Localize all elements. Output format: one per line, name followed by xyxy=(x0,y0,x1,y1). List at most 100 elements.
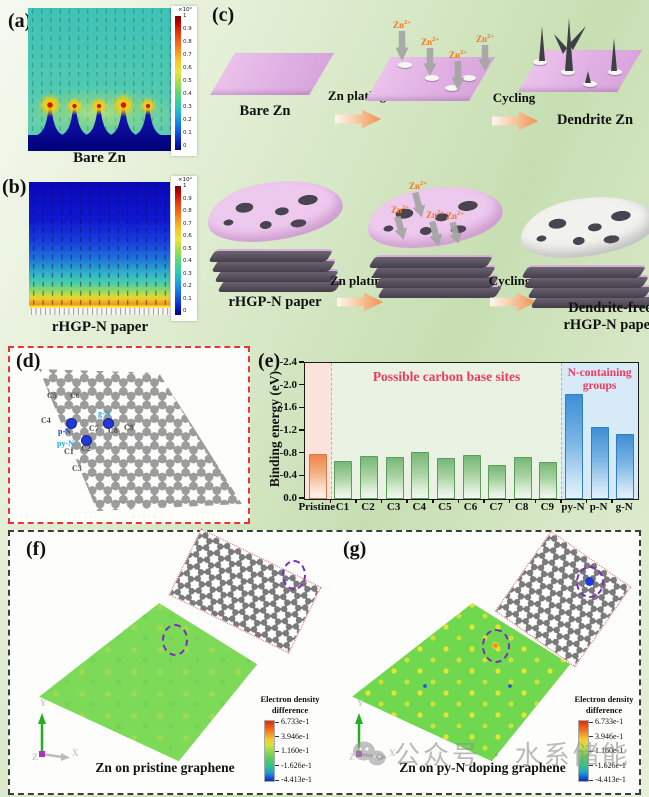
panels-a-tick: 0.2 xyxy=(183,117,192,124)
x-tick-mark xyxy=(380,499,383,503)
adsorption-site-circle-g xyxy=(482,629,510,663)
watermark-text: 公众号 · 水系储能 xyxy=(394,741,631,771)
dendrite-base xyxy=(583,81,597,87)
colorbar-b-gradient xyxy=(175,186,181,315)
site-label-p-N: p-N xyxy=(58,427,71,436)
site-label-C3: C3 xyxy=(72,464,82,473)
panels-b-tick: 0.7 xyxy=(183,220,192,227)
axis-y-label-f: Y xyxy=(40,698,47,708)
zn-ion: Zn2+ xyxy=(401,180,435,218)
edensity-tick: 6.733e-1 xyxy=(275,718,312,726)
colorbar-a-ticks: 1 0.9 0.8 0.7 0.6 0.5 0.4 0.3 0.2 0.1 0 xyxy=(183,13,192,150)
zn-ion-arrow xyxy=(446,221,464,246)
y-tick--2.4: -2.4 xyxy=(279,356,297,368)
nitrogen-atom-g-n xyxy=(103,418,114,429)
site-label-C9: C9 xyxy=(124,423,134,432)
panels-a-tick: 0.7 xyxy=(183,52,192,59)
watermark: 公众号 · 水系储能 xyxy=(352,735,631,772)
y-tick-mark xyxy=(299,361,304,363)
bar-C2 xyxy=(360,456,379,499)
dendrite-free-stack xyxy=(516,189,649,308)
caption-rhgp-n-sim: rHGP-N paper xyxy=(51,319,149,335)
edensity-tick: -4.413e-1 xyxy=(589,776,626,784)
nitrogen-atom-inset xyxy=(585,577,594,586)
electron-density-colorbar-f: Electron density difference 6.733e-1 3.94… xyxy=(248,694,332,784)
x-tick-mark xyxy=(355,499,357,503)
honeycomb-lattice xyxy=(169,529,321,653)
x-label-C4: C4 xyxy=(412,501,426,513)
x-label-py-N: py-N xyxy=(561,501,585,513)
cycled-graphene-sheet xyxy=(516,189,649,265)
electron-density-colorbar-g: Electron density difference 6.733e-1 3.94… xyxy=(562,694,646,784)
zn-ion-label: Zn2+ xyxy=(391,204,409,215)
zn-ion-label: Zn2+ xyxy=(409,180,427,191)
axis-z-label-f: Z xyxy=(32,752,39,762)
paper-layer xyxy=(367,255,495,268)
zn-nucleus xyxy=(462,75,476,81)
honeycomb-lattice xyxy=(496,532,630,666)
x-tick-mark xyxy=(611,499,613,503)
dendrite-spikes xyxy=(539,18,617,83)
zn-nucleus xyxy=(425,75,439,81)
separator-nitrogen xyxy=(561,363,563,499)
caption-dendrite-free-line2: rHGP-N paper xyxy=(563,316,649,333)
panels-b-tick: 0.6 xyxy=(183,233,192,240)
panels-a-tick: 0.6 xyxy=(183,65,192,72)
colorbar-title-f-line2: difference xyxy=(271,704,309,715)
colorbar-title-g-line2: difference xyxy=(585,704,623,715)
x-tick-mark xyxy=(483,499,485,503)
x-label-C8: C8 xyxy=(514,501,529,513)
site-label-C5: C5 xyxy=(47,391,57,400)
x-label-C6: C6 xyxy=(463,501,478,513)
edensity-tick: -1.626e-1 xyxy=(589,761,626,770)
x-tick-mark xyxy=(585,499,588,503)
dendrite-base xyxy=(561,69,575,75)
paper-layer xyxy=(520,265,648,278)
x-tick-mark xyxy=(406,499,408,503)
colorbar-f-gradient xyxy=(264,720,275,783)
site-label-C1: C1 xyxy=(64,447,74,456)
caption-bare-zn: Bare Zn xyxy=(239,103,291,119)
y-tick-mark xyxy=(299,383,304,386)
colorbar-a-exponent: ×10⁰ xyxy=(178,7,192,13)
panels-a-tick: 0.1 xyxy=(183,130,192,137)
y-tick-mark xyxy=(299,451,304,454)
panel-b-label: (b) xyxy=(2,176,27,198)
zn-nucleus xyxy=(398,62,412,68)
schematic-rhgp-n-row: rHGP-N paper Zn plating Cycling Dendrite… xyxy=(203,168,649,346)
zn-density-spot xyxy=(492,642,499,649)
x-label-Pristine: Pristine xyxy=(298,501,336,513)
axis-z-label-g: Z xyxy=(349,752,356,762)
panels-b-tick: 0.2 xyxy=(183,283,192,290)
site-label-C6: C6 xyxy=(70,391,80,400)
x-label-p-N: p-N xyxy=(589,501,608,513)
nitrogen-atom-p-n xyxy=(66,418,77,429)
site-label-py-N: py-N xyxy=(57,439,74,448)
hot-spots xyxy=(38,93,157,117)
site-label-C8: C8 xyxy=(108,426,118,435)
panels-a-tick: 1 xyxy=(183,13,187,19)
colorbar-b-exponent: ×10⁴ xyxy=(178,177,192,183)
x-tick-mark xyxy=(457,499,460,503)
panels-a-tick: 0.4 xyxy=(183,91,192,98)
colorbar-g-ticks: 6.733e-1 3.946e-1 1.160e-1 -1.626e-1 -4.413e… xyxy=(589,718,626,784)
caption-dendrite-free: Dendrite-free rHGP-N paper xyxy=(535,300,649,333)
y-tick-mark xyxy=(299,497,304,499)
colorbar-f-ticks: 6.733e-1 3.946e-1 1.160e-1 -1.626e-1 -4.413e… xyxy=(275,718,312,784)
x-label-C5: C5 xyxy=(438,501,452,513)
x-tick-mark xyxy=(508,499,511,503)
bar-C6 xyxy=(462,455,481,499)
bar-C4 xyxy=(411,451,430,499)
simulation-heatmap-bare-zn xyxy=(28,8,171,151)
bar-C1 xyxy=(334,460,353,499)
y-tick--1.2: -1.2 xyxy=(279,424,297,436)
panels-a-tick: 0.8 xyxy=(183,39,192,46)
simulation-heatmap-rhgp-n xyxy=(29,182,170,315)
site-label-g-N: g-N xyxy=(98,409,111,418)
y-tick--2.0: -2.0 xyxy=(279,378,297,391)
zn-ion-label: Zn2+ xyxy=(449,49,467,60)
panels-b-tick: 0.4 xyxy=(183,258,192,265)
schematic-bare-zn-row: Bare Zn Zn plating Cycling Dendrite Zn Z… xyxy=(205,15,649,167)
zn-ion-arrow xyxy=(451,61,465,91)
panel-a-label: (a) xyxy=(8,10,32,32)
